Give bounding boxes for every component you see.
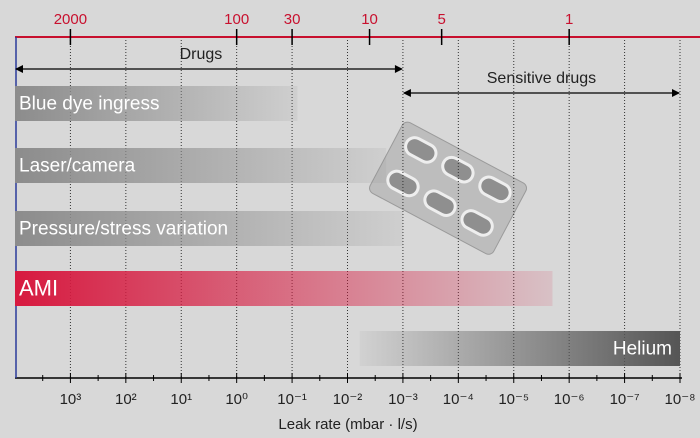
x-tick-label: 10¹ xyxy=(170,391,192,408)
x-tick-label: 10⁻³ xyxy=(388,391,418,408)
bar xyxy=(15,271,553,306)
x-tick-label: 10⁻⁶ xyxy=(554,391,585,408)
x-tick-label: 10⁻¹ xyxy=(277,391,307,408)
bar xyxy=(15,211,403,246)
bar-label: Laser/camera xyxy=(19,156,136,177)
x-tick-label: 10⁻² xyxy=(333,391,363,408)
top-tick-label: 2000 xyxy=(54,11,87,28)
top-tick-label: 100 xyxy=(224,11,249,28)
range-label: Sensitive drugs xyxy=(487,70,596,87)
x-tick-label: 10⁻⁴ xyxy=(443,391,474,408)
top-tick-label: 10 xyxy=(361,11,378,28)
bar xyxy=(15,148,387,183)
bar xyxy=(359,331,680,366)
bar-label: Pressure/stress variation xyxy=(19,219,228,240)
x-axis-label: Leak rate (mbar · l/s) xyxy=(278,416,417,433)
x-tick-label: 10⁻⁵ xyxy=(498,391,529,408)
x-tick-label: 10⁻⁷ xyxy=(610,391,640,408)
range-label: Drugs xyxy=(180,46,223,63)
bar-label: Blue dye ingress xyxy=(19,94,159,115)
x-tick-label: 10⁻⁸ xyxy=(665,391,696,408)
top-tick-label: 30 xyxy=(284,11,301,28)
x-tick-label: 10³ xyxy=(60,391,82,408)
x-tick-label: 10² xyxy=(115,391,137,408)
bar-label: Helium xyxy=(613,339,672,360)
bar xyxy=(15,86,298,121)
top-tick-label: 1 xyxy=(565,11,573,28)
blister-pack xyxy=(369,121,527,255)
x-tick-label: 10⁰ xyxy=(225,391,248,408)
top-tick-label: 5 xyxy=(437,11,445,28)
bar-label: AMI xyxy=(19,275,58,300)
